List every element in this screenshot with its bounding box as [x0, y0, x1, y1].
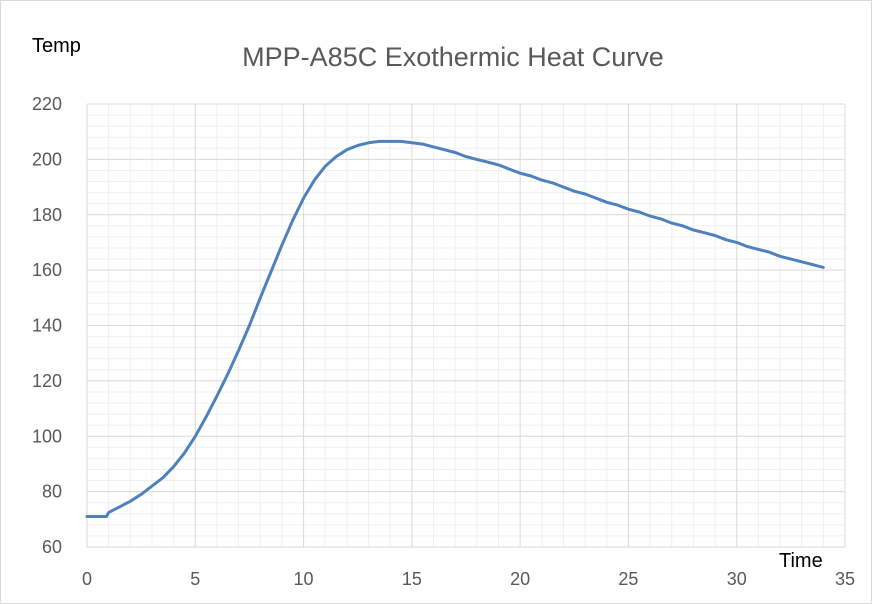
y-tick-label: 60: [42, 537, 62, 557]
y-tick-label: 120: [32, 371, 62, 391]
x-tick-label: 25: [618, 569, 638, 589]
x-tick-label: 20: [510, 569, 530, 589]
y-tick-label: 220: [32, 94, 62, 114]
y-tick-label: 160: [32, 260, 62, 280]
gridlines: [86, 103, 846, 548]
x-tick-label: 35: [835, 569, 855, 589]
tick-labels: 0 5 10 15 20 25 30 35 60 80 100 120 140 160 180 200 220: [32, 94, 855, 589]
chart-title: MPP-A85C Exothermic Heat Curve: [242, 42, 664, 72]
x-tick-label: 0: [82, 569, 92, 589]
x-axis-label: Time: [779, 550, 823, 572]
y-tick-label: 80: [42, 482, 62, 502]
x-tick-label: 30: [727, 569, 747, 589]
x-tick-label: 15: [402, 569, 422, 589]
series-line: [85, 139, 825, 518]
y-tick-label: 180: [32, 205, 62, 225]
x-tick-label: 5: [190, 569, 200, 589]
y-axis-label: Temp: [32, 35, 81, 57]
x-tick-label: 10: [294, 569, 314, 589]
series-layer: [85, 139, 825, 518]
y-tick-label: 140: [32, 316, 62, 336]
y-tick-label: 100: [32, 426, 62, 446]
y-tick-label: 200: [32, 149, 62, 169]
